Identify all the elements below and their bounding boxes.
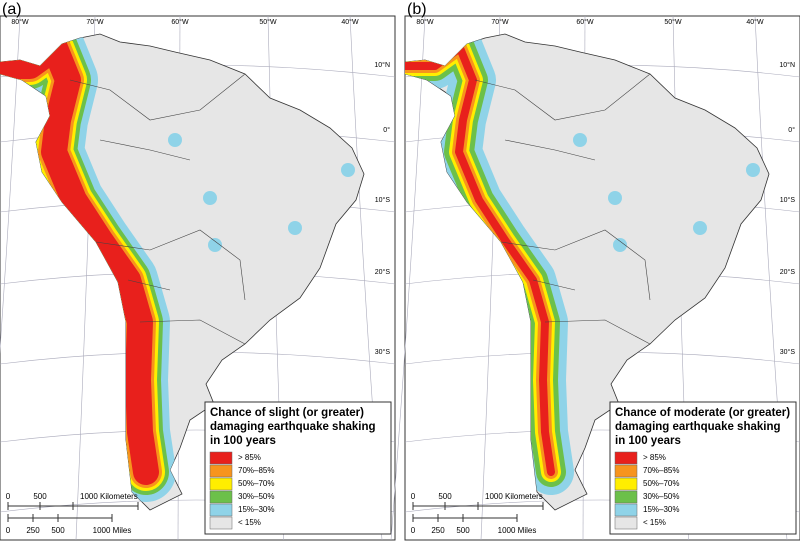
latitude-label: 30°S — [780, 348, 796, 356]
latitude-label: 10°N — [779, 61, 795, 69]
hazard-spot — [693, 221, 707, 235]
scale-km-label: 0 — [411, 492, 416, 501]
latitude-label: 10°N — [374, 61, 390, 69]
land — [404, 33, 770, 511]
hazard-spot — [341, 163, 355, 177]
borders — [474, 73, 651, 345]
latitude-label: 0° — [383, 126, 390, 134]
scale-km-label: 0 — [6, 492, 11, 501]
legend-swatch — [614, 477, 638, 491]
longitude-label: 70°W — [491, 18, 509, 26]
legend-box — [609, 401, 797, 535]
legend-swatch — [614, 503, 638, 517]
legend-title: in 100 years — [210, 435, 276, 447]
scale-mi-label: 250 — [431, 526, 445, 535]
latitude-label: 10°S — [780, 196, 796, 204]
hazard-spot — [613, 238, 627, 252]
legend-box — [204, 401, 392, 535]
legend-swatch — [209, 477, 233, 491]
legend-title: damaging earthquake shaking — [210, 421, 376, 433]
hazard-spot — [573, 133, 587, 147]
scale-mi-label: 0 — [411, 526, 416, 535]
latitude-label: 20°S — [780, 268, 796, 276]
meridian — [390, 15, 426, 541]
scale-km-label: 500 — [33, 492, 47, 501]
legend-title: in 100 years — [615, 435, 681, 447]
legend-label: 50%–70% — [238, 479, 274, 488]
legend-swatch — [209, 490, 233, 504]
longitude-label: 80°W — [416, 18, 434, 26]
legend-label: 30%–50% — [238, 492, 274, 501]
longitude-label: 50°W — [664, 18, 682, 26]
hazard-spot — [746, 163, 760, 177]
panel-label: (a) — [2, 1, 22, 18]
scale-mi-label: 500 — [51, 526, 65, 535]
scale-mi-label: 250 — [26, 526, 40, 535]
longitude-label: 80°W — [11, 18, 29, 26]
scale-km-label: 1000 Kilometers — [80, 492, 138, 501]
hazard-spot — [288, 221, 302, 235]
legend-title: Chance of slight (or greater) — [210, 407, 364, 419]
longitude-label: 40°W — [746, 18, 764, 26]
legend-swatch — [209, 464, 233, 478]
panel: (b)80°W 70°W 60°W 50°W 40°W 10°N 0° 10°S 20°S 30°… — [390, 1, 800, 541]
legend-label: 15%–30% — [238, 505, 274, 514]
scale-mi-label: 500 — [456, 526, 470, 535]
legend-swatch — [614, 516, 638, 530]
legend-label: < 15% — [238, 518, 261, 527]
hazard-spot — [608, 191, 622, 205]
panel: (a)80°W 70°W 60°W 50°W 40°W 10°N 0° 10°S 20°S 30°… — [0, 1, 396, 541]
legend-label: 30%–50% — [643, 492, 679, 501]
panel-label: (b) — [407, 1, 427, 18]
land — [0, 33, 365, 511]
legend-swatch — [614, 451, 638, 465]
longitude-label: 60°W — [576, 18, 594, 26]
legend-swatch — [209, 503, 233, 517]
hazard-spot — [203, 191, 217, 205]
longitude-label: 50°W — [259, 18, 277, 26]
scale-mi-label: 0 — [6, 526, 11, 535]
hazard-spot — [168, 133, 182, 147]
longitude-label: 60°W — [171, 18, 189, 26]
legend-label: 15%–30% — [643, 505, 679, 514]
legend-label: 70%–85% — [643, 466, 679, 475]
scale-km-label: 500 — [438, 492, 452, 501]
legend-title: Chance of moderate (or greater) — [615, 407, 790, 419]
scale-mi-label: 1000 Miles — [498, 526, 537, 535]
legend-title: damaging earthquake shaking — [615, 421, 781, 433]
legend-label: > 85% — [643, 453, 666, 462]
latitude-label: 10°S — [375, 196, 391, 204]
legend-label: 50%–70% — [643, 479, 679, 488]
borders — [69, 73, 246, 345]
scale-mi-label: 1000 Miles — [93, 526, 132, 535]
latitude-label: 20°S — [375, 268, 391, 276]
latitude-label: 30°S — [375, 348, 391, 356]
legend-swatch — [209, 516, 233, 530]
meridian — [0, 15, 21, 354]
latitude-label: 0° — [788, 126, 795, 134]
hazard-spot — [208, 238, 222, 252]
scale-km-label: 1000 Kilometers — [485, 492, 543, 501]
legend-swatch — [614, 464, 638, 478]
longitude-label: 40°W — [341, 18, 359, 26]
legend-label: < 15% — [643, 518, 666, 527]
longitude-label: 70°W — [86, 18, 104, 26]
legend-swatch — [209, 451, 233, 465]
legend-label: 70%–85% — [238, 466, 274, 475]
legend-label: > 85% — [238, 453, 261, 462]
legend-swatch — [614, 490, 638, 504]
